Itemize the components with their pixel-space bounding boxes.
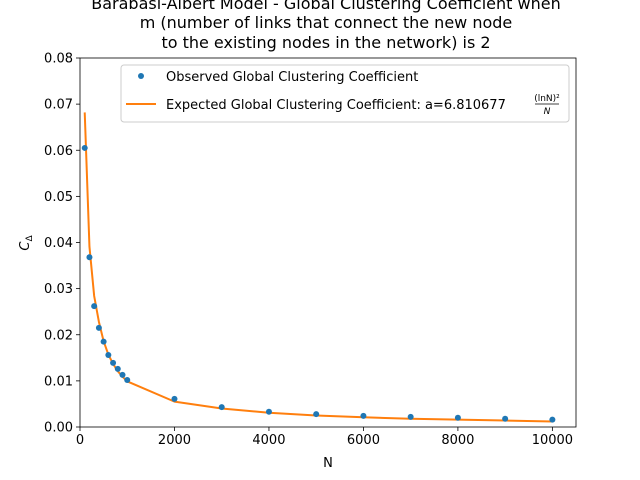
x-tick-label: 4000 <box>252 433 285 448</box>
y-tick-label: 0.06 <box>44 144 73 159</box>
data-point-observed <box>218 404 225 411</box>
y-tick-label: 0.00 <box>44 421 73 436</box>
data-point-observed <box>100 338 107 345</box>
y-tick-label: 0.03 <box>44 282 73 297</box>
x-axis-ticks: 0 2000 4000 6000 8000 10000 <box>76 427 573 448</box>
y-tick-label: 0.04 <box>44 236 73 251</box>
legend-marker-observed <box>138 73 144 79</box>
chart-title: Barabasi-Albert Model - Global Clusterin… <box>91 0 560 52</box>
data-point-observed <box>313 411 320 418</box>
data-point-observed <box>502 415 509 422</box>
data-point-observed <box>265 408 272 415</box>
legend: Observed Global Clustering Coefficient E… <box>120 64 570 123</box>
data-point-observed <box>105 352 112 359</box>
x-tick-label: 8000 <box>441 433 474 448</box>
y-tick-label: 0.02 <box>44 328 73 343</box>
chart-title-line-1: Barabasi-Albert Model - Global Clusterin… <box>91 0 560 13</box>
y-axis-ticks: 0.00 0.01 0.02 0.03 0.04 0.05 0.06 0.07 0.08 <box>44 52 80 436</box>
x-tick-label: 0 <box>76 433 84 448</box>
x-axis-label: N <box>323 456 333 471</box>
y-axis-label-sub: Δ <box>25 235 35 242</box>
y-tick-label: 0.08 <box>44 52 73 67</box>
data-point-observed <box>95 324 102 331</box>
x-tick-label: 6000 <box>347 433 380 448</box>
data-point-observed <box>407 413 414 420</box>
y-axis-label: CΔ <box>18 235 35 251</box>
y-tick-label: 0.01 <box>44 374 73 389</box>
legend-label-expected-prefix: Expected Global Clustering Coefficient: … <box>166 98 506 113</box>
x-tick-label: 2000 <box>158 433 191 448</box>
data-point-observed <box>454 414 461 421</box>
data-point-observed <box>360 412 367 419</box>
legend-label-observed: Observed Global Clustering Coefficient <box>166 70 418 85</box>
data-point-observed <box>86 254 93 261</box>
legend-label-expected: Expected Global Clustering Coefficient: … <box>166 98 506 113</box>
legend-formula-numerator: (lnN)² <box>534 94 560 104</box>
data-point-observed <box>171 395 178 402</box>
chart-title-line-2: m (number of links that connect the new … <box>140 13 513 32</box>
y-tick-label: 0.05 <box>44 190 73 205</box>
data-point-observed <box>119 371 126 378</box>
data-point-observed <box>81 144 88 151</box>
chart-title-line-3: to the existing nodes in the network) is… <box>161 33 490 52</box>
data-point-observed <box>110 359 117 366</box>
x-tick-label: 10000 <box>532 433 573 448</box>
legend-formula-denominator: N <box>544 107 551 117</box>
plot-marks <box>81 112 556 423</box>
series-line-expected <box>83 112 553 423</box>
data-point-observed <box>114 365 121 372</box>
data-point-observed <box>124 376 131 383</box>
data-point-observed <box>549 416 556 423</box>
legend-box <box>120 64 570 123</box>
y-axis-label-main: C <box>18 241 33 251</box>
y-tick-label: 0.07 <box>44 98 73 113</box>
data-point-observed <box>91 303 98 310</box>
